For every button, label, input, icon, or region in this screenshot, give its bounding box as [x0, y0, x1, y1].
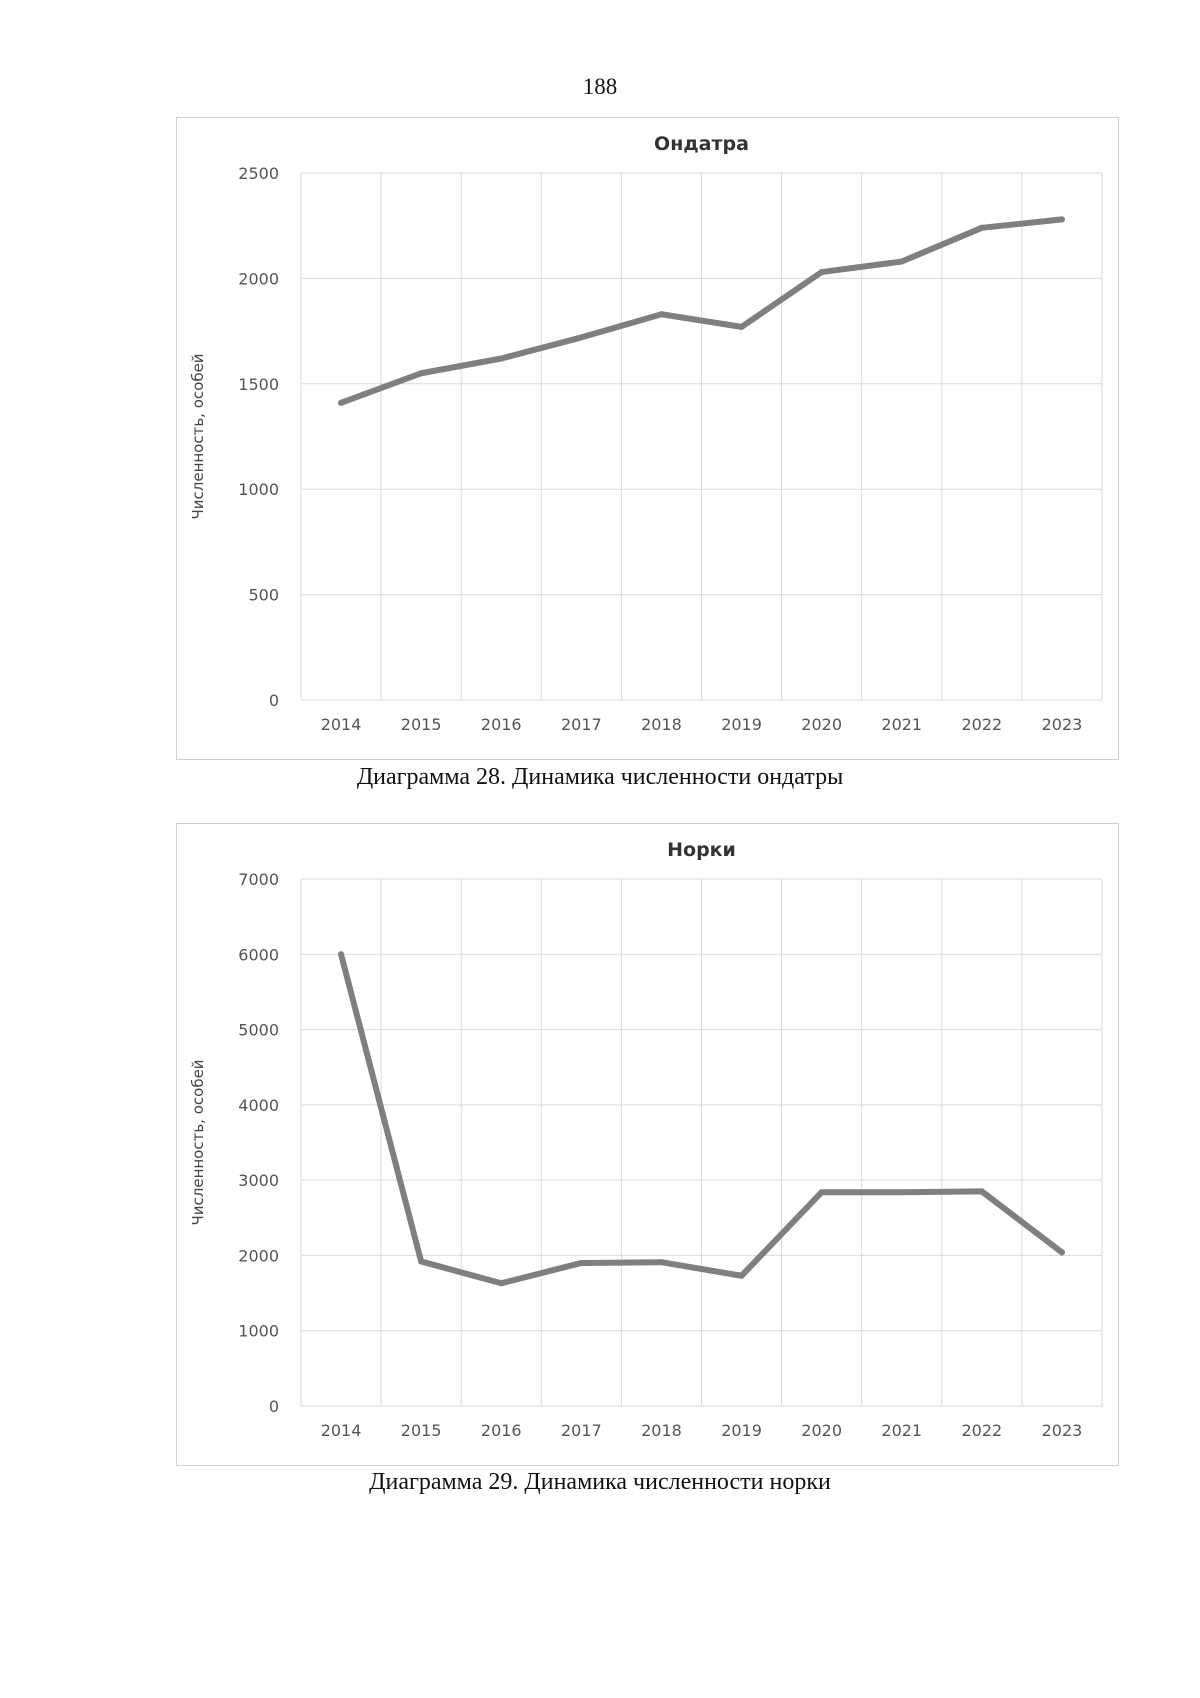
x-tick-label: 2017 — [561, 715, 602, 734]
y-axis-title: Численность, особей — [189, 1059, 207, 1225]
y-tick-label: 7000 — [238, 870, 279, 889]
chart-title: Ондатра — [654, 133, 749, 155]
x-tick-label: 2019 — [721, 715, 762, 734]
y-tick-label: 1000 — [238, 480, 279, 499]
y-axis-title: Численность, особей — [189, 353, 207, 519]
y-tick-label: 2000 — [238, 269, 279, 288]
data-point — [738, 1272, 745, 1279]
x-tick-label: 2017 — [561, 1421, 602, 1440]
x-tick-label: 2015 — [401, 715, 442, 734]
data-point — [898, 1189, 905, 1196]
x-tick-label: 2020 — [801, 1421, 842, 1440]
chart-29-caption: Диаграмма 29. Динамика численности норки — [369, 1469, 831, 1495]
x-tick-label: 2016 — [481, 1421, 522, 1440]
chart-28-caption: Диаграмма 28. Динамика численности ондат… — [356, 764, 844, 790]
data-point — [578, 334, 585, 341]
x-tick-label: 2023 — [1042, 1421, 1083, 1440]
y-tick-label: 2000 — [238, 1246, 279, 1265]
data-point — [978, 224, 985, 231]
data-point — [1058, 216, 1065, 223]
page-number: 188 — [582, 74, 618, 99]
x-tick-label: 2018 — [641, 1421, 682, 1440]
y-tick-label: 0 — [269, 691, 279, 710]
data-point — [418, 370, 425, 377]
x-tick-label: 2016 — [481, 715, 522, 734]
y-tick-label: 0 — [269, 1397, 279, 1416]
series-line — [338, 216, 1065, 406]
muskrat-chart-svg: Ондатра 0 500 1000 1500 2000 2500 2014 2015 2016 2… — [189, 133, 1103, 734]
x-tick-label: 2020 — [801, 715, 842, 734]
x-tick-label: 2015 — [401, 1421, 442, 1440]
data-point — [898, 258, 905, 265]
x-tick-label: 2014 — [321, 1421, 362, 1440]
y-tick-label: 6000 — [238, 945, 279, 964]
chart-title: Норки — [667, 839, 736, 861]
x-tick-label: 2019 — [721, 1421, 762, 1440]
x-tick-label: 2021 — [881, 715, 922, 734]
data-point — [498, 1280, 505, 1287]
data-point — [338, 399, 345, 406]
x-tick-label: 2023 — [1042, 715, 1083, 734]
muskrat-chart: Ондатра 0 500 1000 1500 2000 2500 2014 2015 2016 2… — [176, 117, 1119, 760]
y-tick-label: 3000 — [238, 1171, 279, 1190]
data-point — [818, 269, 825, 276]
x-tick-label: 2022 — [961, 1421, 1002, 1440]
y-tick-label: 4000 — [238, 1096, 279, 1115]
y-tick-label: 5000 — [238, 1021, 279, 1040]
x-tick-label: 2014 — [321, 715, 362, 734]
data-point — [738, 323, 745, 330]
y-tick-label: 1000 — [238, 1322, 279, 1341]
mink-chart-svg: Норки 0 1000 2000 3000 4000 5000 6000 7000 2014 20… — [189, 839, 1103, 1440]
data-point — [1058, 1249, 1065, 1256]
data-point — [578, 1259, 585, 1266]
data-point — [498, 355, 505, 362]
data-point — [978, 1188, 985, 1195]
y-tick-label: 500 — [248, 586, 279, 605]
x-tick-label: 2021 — [881, 1421, 922, 1440]
data-point — [658, 311, 665, 318]
x-tick-label: 2022 — [961, 715, 1002, 734]
y-tick-label: 2500 — [238, 164, 279, 183]
x-tick-label: 2018 — [641, 715, 682, 734]
data-point — [658, 1259, 665, 1266]
data-point — [338, 951, 345, 958]
series-line — [338, 951, 1065, 1287]
mink-chart: Норки 0 1000 2000 3000 4000 5000 6000 7000 2014 20… — [176, 823, 1119, 1466]
data-point — [818, 1189, 825, 1196]
data-point — [418, 1258, 425, 1265]
y-tick-label: 1500 — [238, 375, 279, 394]
